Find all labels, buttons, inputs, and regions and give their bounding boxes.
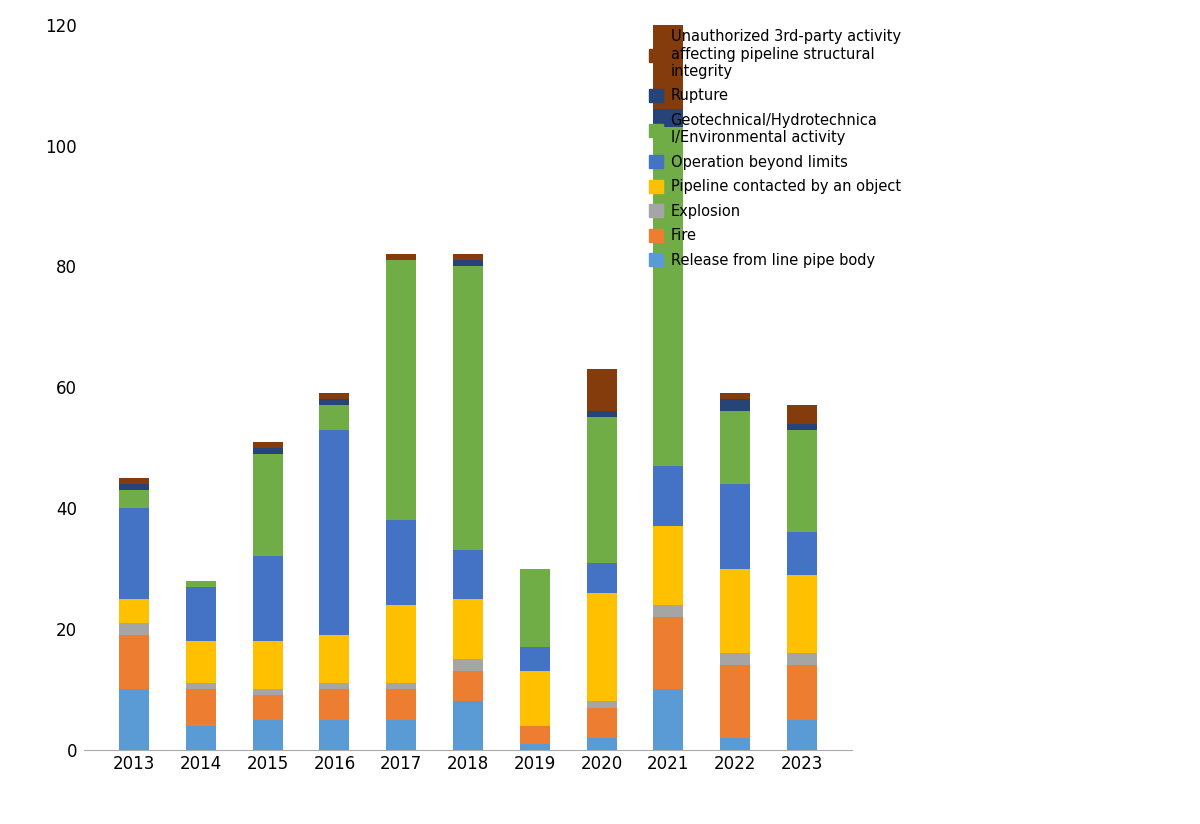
- Bar: [654, 617, 684, 690]
- Bar: [720, 484, 750, 569]
- Bar: [319, 690, 349, 719]
- Bar: [787, 653, 817, 665]
- Bar: [654, 690, 684, 750]
- Bar: [587, 592, 617, 701]
- Bar: [252, 442, 282, 447]
- Bar: [587, 708, 617, 737]
- Bar: [119, 484, 149, 490]
- Bar: [186, 641, 216, 683]
- Bar: [654, 605, 684, 617]
- Bar: [452, 599, 484, 659]
- Bar: [119, 490, 149, 508]
- Bar: [119, 690, 149, 750]
- Bar: [252, 556, 282, 641]
- Bar: [587, 737, 617, 750]
- Bar: [252, 695, 282, 719]
- Bar: [319, 719, 349, 750]
- Bar: [587, 369, 617, 411]
- Bar: [720, 411, 750, 484]
- Legend: Unauthorized 3rd-party activity
affecting pipeline structural
integrity, Rupture: Unauthorized 3rd-party activity affectin…: [644, 25, 905, 272]
- Bar: [386, 605, 416, 683]
- Bar: [319, 429, 349, 635]
- Bar: [520, 647, 550, 672]
- Bar: [252, 447, 282, 454]
- Bar: [186, 581, 216, 587]
- Bar: [386, 520, 416, 605]
- Bar: [452, 255, 484, 260]
- Bar: [386, 255, 416, 260]
- Bar: [720, 393, 750, 400]
- Bar: [319, 683, 349, 690]
- Bar: [452, 266, 484, 550]
- Bar: [654, 128, 684, 466]
- Bar: [119, 623, 149, 635]
- Bar: [119, 635, 149, 690]
- Bar: [587, 563, 617, 592]
- Bar: [787, 429, 817, 532]
- Bar: [319, 400, 349, 405]
- Bar: [720, 665, 750, 737]
- Bar: [252, 641, 282, 690]
- Bar: [587, 411, 617, 418]
- Bar: [587, 701, 617, 708]
- Bar: [520, 726, 550, 744]
- Bar: [319, 635, 349, 683]
- Bar: [654, 19, 684, 110]
- Bar: [252, 719, 282, 750]
- Bar: [186, 683, 216, 690]
- Bar: [386, 719, 416, 750]
- Bar: [386, 260, 416, 520]
- Bar: [720, 737, 750, 750]
- Bar: [654, 527, 684, 605]
- Bar: [186, 690, 216, 726]
- Bar: [119, 478, 149, 484]
- Bar: [119, 508, 149, 599]
- Bar: [452, 701, 484, 750]
- Bar: [654, 466, 684, 527]
- Bar: [186, 726, 216, 750]
- Bar: [452, 550, 484, 599]
- Bar: [520, 744, 550, 750]
- Bar: [319, 405, 349, 429]
- Bar: [452, 260, 484, 266]
- Bar: [787, 574, 817, 653]
- Bar: [720, 653, 750, 665]
- Bar: [787, 405, 817, 424]
- Bar: [319, 393, 349, 400]
- Bar: [452, 672, 484, 701]
- Bar: [787, 719, 817, 750]
- Bar: [720, 400, 750, 411]
- Bar: [186, 587, 216, 641]
- Bar: [119, 599, 149, 623]
- Bar: [252, 454, 282, 556]
- Bar: [587, 418, 617, 563]
- Bar: [787, 424, 817, 429]
- Bar: [520, 672, 550, 726]
- Bar: [386, 683, 416, 690]
- Bar: [452, 659, 484, 672]
- Bar: [386, 690, 416, 719]
- Bar: [720, 569, 750, 653]
- Bar: [654, 110, 684, 128]
- Bar: [252, 690, 282, 695]
- Bar: [787, 532, 817, 574]
- Bar: [787, 665, 817, 719]
- Bar: [520, 569, 550, 647]
